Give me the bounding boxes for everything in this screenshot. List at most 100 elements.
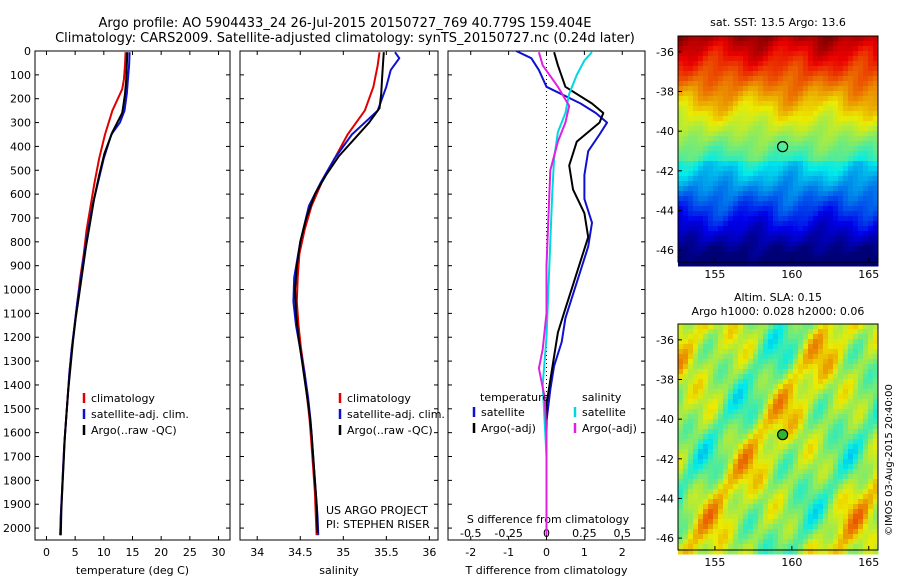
map-cell [773, 111, 779, 117]
map-cell [813, 469, 819, 475]
map-cell [743, 66, 749, 72]
x-tick-label: 34 [250, 546, 264, 559]
map-cell [708, 534, 714, 540]
map-cell [853, 246, 859, 252]
map-cell [838, 469, 844, 475]
map-cell [828, 369, 834, 375]
map-cell [688, 459, 694, 465]
map-cell [813, 221, 819, 227]
map-cell [743, 121, 749, 127]
map-cell [763, 191, 769, 197]
map-cell [738, 216, 744, 222]
map-cell [813, 231, 819, 237]
map-cell [823, 414, 829, 420]
map-cell [783, 116, 789, 122]
map-cell [758, 464, 764, 470]
map-cell [778, 146, 784, 152]
map-cell [818, 51, 824, 57]
map-cell [838, 414, 844, 420]
map-cell [813, 261, 819, 267]
map-cell [723, 96, 729, 102]
map-cell [683, 46, 689, 52]
map-cell [808, 176, 814, 182]
map-cell [708, 251, 714, 257]
map-cell [838, 544, 844, 550]
map-cell [683, 71, 689, 77]
x-tick-label: 155 [704, 268, 725, 281]
map-cell [693, 369, 699, 375]
map-cell [683, 121, 689, 127]
map-cell [683, 429, 689, 435]
map-cell [763, 111, 769, 117]
map-cell [843, 146, 849, 152]
map-cell [773, 399, 779, 405]
map-cell [693, 236, 699, 242]
map-cell [828, 539, 834, 545]
map-cell [803, 186, 809, 192]
map-cell [703, 151, 709, 157]
map-cell [753, 459, 759, 465]
map-cell [688, 349, 694, 355]
map-cell [723, 61, 729, 67]
map-cell [728, 226, 734, 232]
map-cell [813, 81, 819, 87]
map-cell [768, 504, 774, 510]
map-cell [783, 529, 789, 535]
map-cell [698, 141, 704, 147]
map-cell [753, 131, 759, 137]
map-cell [798, 156, 804, 162]
map-cell [688, 121, 694, 127]
map-cell [703, 216, 709, 222]
map-cell [828, 474, 834, 480]
map-cell [868, 484, 874, 490]
map-cell [783, 534, 789, 540]
map-cell [718, 241, 724, 247]
map-cell [838, 171, 844, 177]
map-cell [778, 46, 784, 52]
difference-panel: -2 -1 0 1 2T difference from climatology-0.5… [447, 50, 646, 577]
map-cell [863, 374, 869, 380]
map-cell [788, 261, 794, 267]
map-cell [863, 544, 869, 550]
map-cell [853, 261, 859, 267]
map-cell [788, 514, 794, 520]
map-cell [848, 181, 854, 187]
map-cell [853, 226, 859, 232]
map-cell [803, 479, 809, 485]
map-cell [843, 51, 849, 57]
map-cell [798, 46, 804, 52]
map-cell [753, 464, 759, 470]
map-cell [693, 479, 699, 485]
map-cell [773, 334, 779, 340]
map-cell [863, 399, 869, 405]
map-cell [733, 514, 739, 520]
map-cell [838, 369, 844, 375]
map-cell [788, 116, 794, 122]
map-cell [698, 469, 704, 475]
map-cell [693, 121, 699, 127]
map-cell [683, 329, 689, 335]
map-cell [748, 394, 754, 400]
map-cell [813, 334, 819, 340]
map-cell [713, 206, 719, 212]
map-cell [733, 71, 739, 77]
map-cell [863, 414, 869, 420]
map-cell [848, 131, 854, 137]
map-cell [848, 126, 854, 132]
map-cell [813, 359, 819, 365]
map-cell [733, 384, 739, 390]
s-tick-label: -0.25 [494, 527, 522, 540]
map-cell [738, 126, 744, 132]
map-cell [858, 334, 864, 340]
y-tick-label: 600 [10, 188, 31, 201]
map-cell [863, 404, 869, 410]
map-cell [768, 251, 774, 257]
map-cell [868, 111, 874, 117]
map-cell [873, 36, 879, 42]
map-cell [858, 339, 864, 345]
map-cell [688, 181, 694, 187]
map-cell [838, 221, 844, 227]
map-cell [753, 489, 759, 495]
map-cell [833, 399, 839, 405]
map-cell [693, 494, 699, 500]
